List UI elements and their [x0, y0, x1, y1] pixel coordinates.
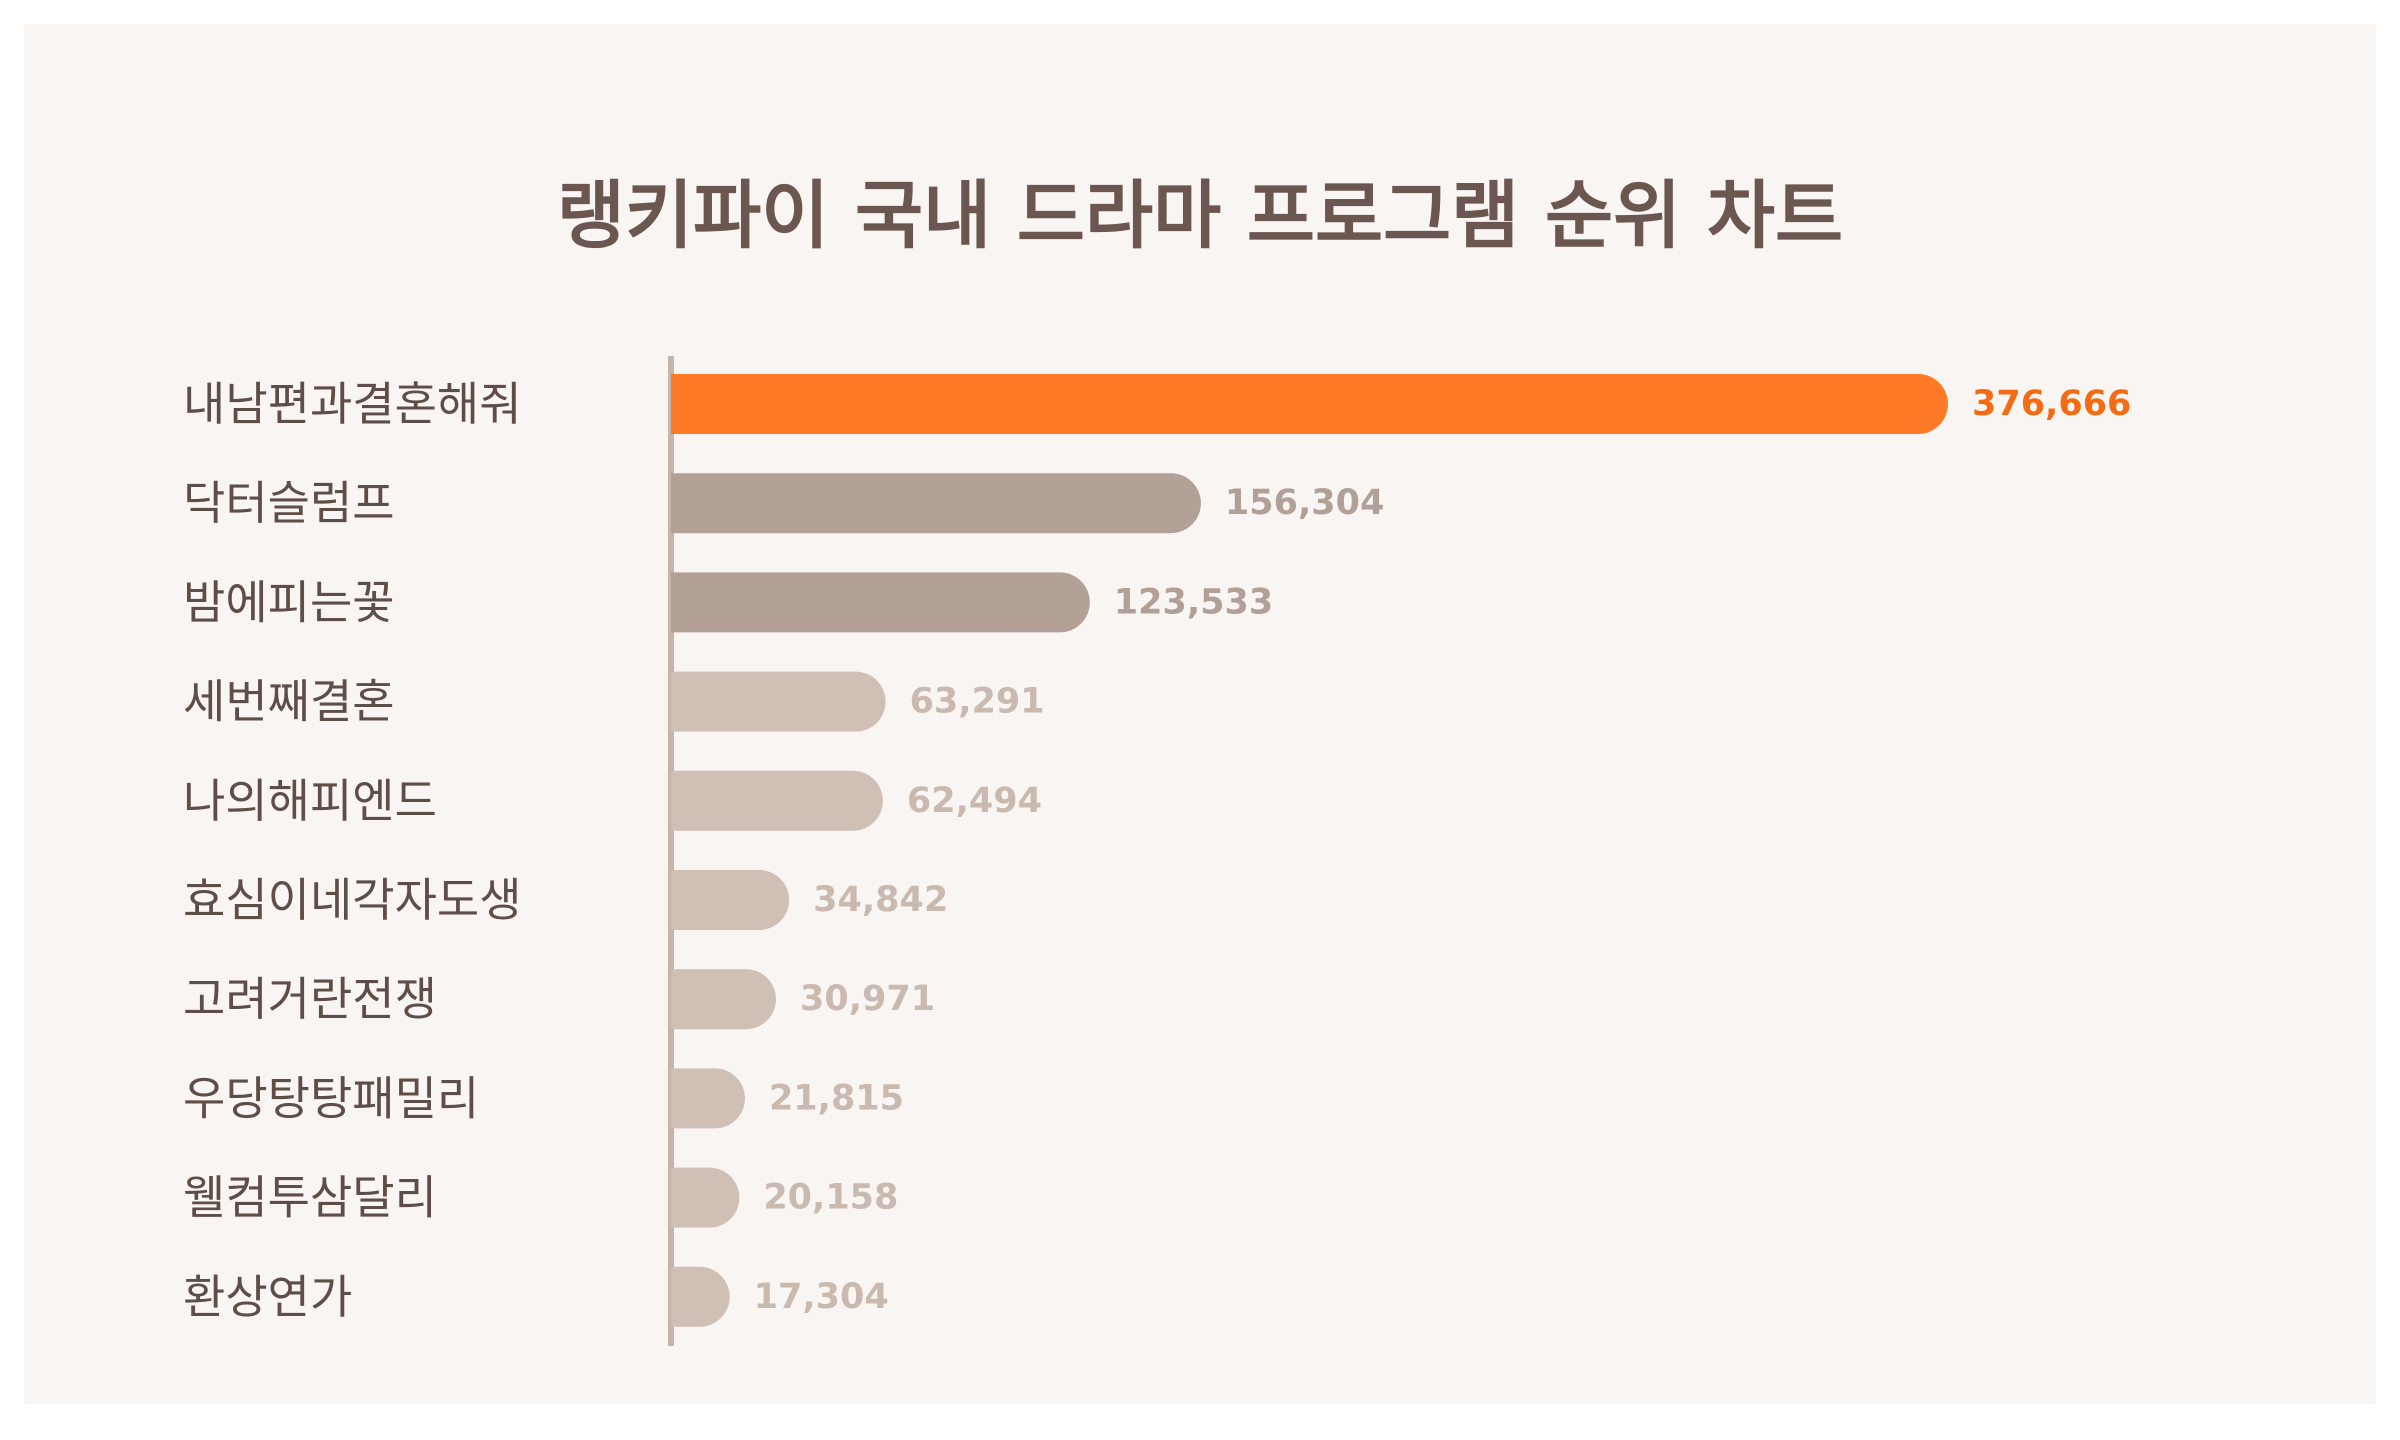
value-label-4: 63,291: [910, 682, 1045, 722]
category-label-8: 우당탕탕패밀리: [183, 1071, 479, 1125]
bars-group: [671, 374, 1948, 1327]
value-label-7: 30,971: [800, 979, 935, 1019]
value-label-3: 123,533: [1114, 582, 1273, 622]
category-label-2: 닥터슬럼프: [183, 476, 395, 530]
value-label-8: 21,815: [769, 1078, 904, 1118]
value-label-5: 62,494: [907, 781, 1042, 821]
value-label-6: 34,842: [813, 880, 948, 920]
category-label-6: 효심이네각자도생: [183, 873, 522, 927]
chart-title: 랭키파이 국내 드라마 프로그램 순위 차트: [556, 173, 1844, 259]
category-labels: 내남편과결혼해줘닥터슬럼프밤에피는꽃세번째결혼나의해피엔드효심이네각자도생고려거…: [183, 377, 522, 1324]
category-label-4: 세번째결혼: [183, 675, 395, 729]
bar-8: [671, 1068, 745, 1129]
category-label-7: 고려거란전쟁: [183, 972, 437, 1026]
value-labels: 376,666 156,304 123,533 63,291 62,494 34,842 3…: [754, 384, 2132, 1317]
bar-4: [671, 671, 886, 732]
category-label-9: 웰컴투삼달리: [183, 1171, 437, 1225]
bar-1: [671, 374, 1948, 434]
category-label-5: 나의해피엔드: [183, 774, 437, 828]
value-label-10: 17,304: [754, 1277, 889, 1317]
value-label-1: 376,666: [1972, 384, 2131, 424]
bar-6: [671, 870, 790, 930]
category-label-10: 환상연가: [183, 1270, 352, 1324]
bar-2: [671, 473, 1201, 534]
chart-background: [24, 24, 2376, 1404]
bar-7: [671, 969, 777, 1030]
bar-10: [671, 1266, 730, 1327]
category-label-1: 내남편과결혼해줘: [183, 377, 522, 431]
value-label-2: 156,304: [1225, 483, 1384, 523]
bar-9: [671, 1167, 740, 1228]
category-label-3: 밤에피는꽃: [183, 575, 395, 629]
value-label-9: 20,158: [763, 1178, 898, 1218]
bar-5: [671, 770, 883, 831]
bar-3: [671, 572, 1090, 633]
